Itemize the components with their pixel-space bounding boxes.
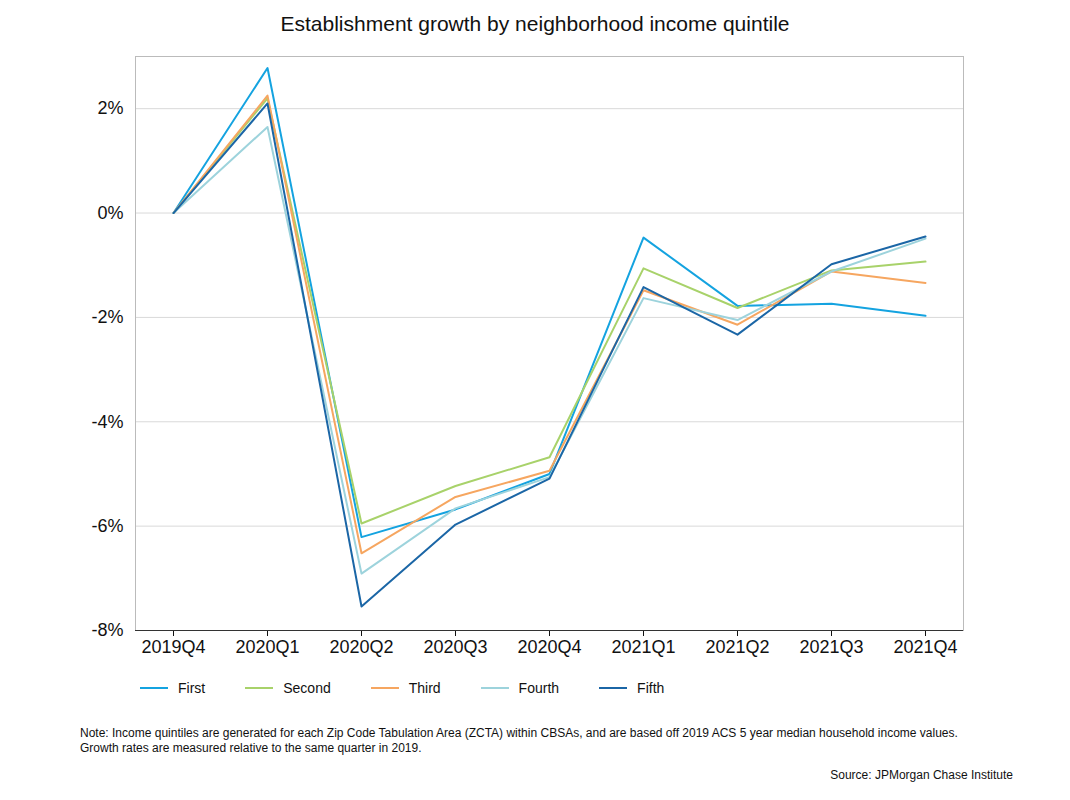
- html-text:Establishment growth by neighb: Establishment growth by neighborhood inc…: [280, 12, 790, 35]
- html-text:Third: Third: [408, 680, 441, 696]
- html-text:Fourth: Fourth: [518, 680, 560, 696]
- svg-text:2020Q1: 2020Q1: [235, 637, 299, 657]
- html-text:Note: Income quintiles are gen: Note: Income quintiles are generated for…: [80, 726, 958, 755]
- svg-text:2020Q3: 2020Q3: [423, 637, 487, 657]
- svg-text:2021Q4: 2021Q4: [893, 637, 957, 657]
- svg-text:2020Q4: 2020Q4: [517, 637, 581, 657]
- svg-text:2020Q2: 2020Q2: [329, 637, 393, 657]
- svg-text:2021Q3: 2021Q3: [799, 637, 863, 657]
- svg-text:-6%: -6%: [91, 516, 123, 536]
- svg-text:-4%: -4%: [91, 412, 123, 432]
- svg-text:2021Q2: 2021Q2: [705, 637, 769, 657]
- html-text:Source: JPMorgan Chase Institu: Source: JPMorgan Chase Institute: [830, 768, 1013, 782]
- svg-text:2021Q1: 2021Q1: [611, 637, 675, 657]
- svg-text:-2%: -2%: [91, 307, 123, 327]
- svg-text:2%: 2%: [97, 98, 123, 118]
- svg-text:-8%: -8%: [91, 620, 123, 640]
- svg-text:0%: 0%: [97, 203, 123, 223]
- html-text:Second: Second: [283, 680, 331, 696]
- html-text:First: First: [178, 680, 206, 696]
- svg-text:2019Q4: 2019Q4: [141, 637, 205, 657]
- html-text:Fifth: Fifth: [637, 680, 665, 696]
